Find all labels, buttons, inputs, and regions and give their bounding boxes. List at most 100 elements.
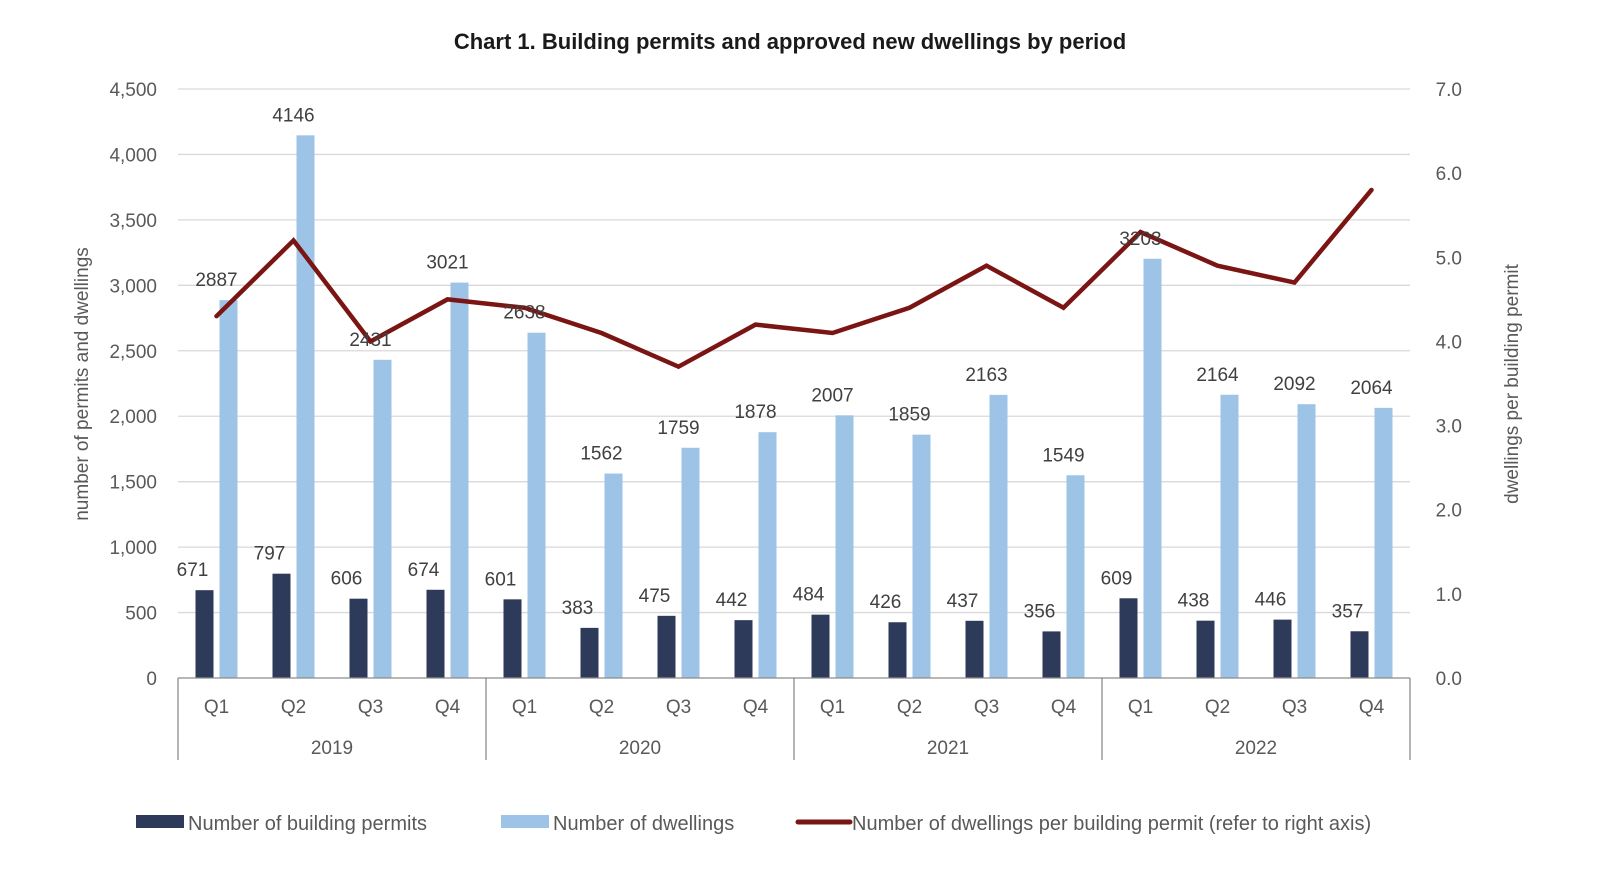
year-label: 2019: [311, 738, 353, 759]
data-label-building-permits: 383: [562, 598, 594, 619]
data-label-dwellings: 1562: [580, 444, 622, 465]
right-axis-tick-label: 6.0: [1436, 164, 1462, 185]
bar-dwellings: [1374, 407, 1393, 678]
data-label-building-permits: 601: [485, 569, 517, 590]
line-dwellings-per-permit: [214, 187, 1374, 370]
category-axis: Q1 Q2 Q3 Q4 Q1 Q2 Q3 Q4 Q1 Q2 Q3 Q4 Q1 Q2 Q3 Q4 2019 2020…: [177, 677, 1411, 760]
data-label-building-permits: 674: [408, 560, 440, 581]
bar-dwellings: [1143, 258, 1162, 678]
data-label-dwellings: 2007: [811, 385, 853, 406]
bar-building-permits: [580, 627, 599, 678]
bar-building-permits: [1273, 619, 1292, 678]
data-label-dwellings: 1549: [1042, 445, 1084, 466]
quarter-label: Q3: [974, 697, 999, 718]
bar-dwellings: [450, 282, 469, 678]
right-axis-tick-label: 1.0: [1436, 585, 1462, 606]
bar-building-permits: [1119, 598, 1138, 678]
data-label-building-permits: 357: [1332, 601, 1364, 622]
left-axis-tick-label: 0: [146, 669, 157, 690]
data-label-building-permits: 797: [254, 544, 286, 565]
right-axis-tick-label: 0.0: [1436, 669, 1462, 690]
quarter-label: Q4: [435, 697, 461, 718]
data-label-dwellings: 1759: [657, 418, 699, 439]
data-label-dwellings: 3203: [1119, 229, 1161, 250]
data-label-dwellings: 2163: [965, 365, 1007, 386]
year-label: 2020: [619, 738, 661, 759]
right-axis-title: dwellings per building permit: [1502, 263, 1523, 503]
data-labels: 671 2887 797 4146 606 2431 674 3021 601 2638 383 15…: [177, 105, 1393, 622]
data-label-building-permits: 442: [716, 590, 748, 611]
quarter-label: Q2: [589, 697, 614, 718]
bar-building-permits: [657, 615, 676, 678]
bar-dwellings: [989, 394, 1008, 678]
bar-building-permits: [1350, 631, 1369, 678]
data-label-building-permits: 606: [331, 569, 363, 590]
quarter-label: Q3: [358, 697, 383, 718]
left-axis-tick-label: 1,500: [109, 473, 157, 494]
data-label-building-permits: 426: [870, 592, 902, 613]
left-axis-tick-label: 1,000: [109, 538, 157, 559]
quarter-label: Q2: [897, 697, 922, 718]
data-label-dwellings: 1878: [734, 402, 776, 423]
quarter-label: Q1: [820, 697, 845, 718]
data-label-dwellings: 2064: [1350, 378, 1393, 399]
bar-dwellings: [912, 434, 931, 678]
data-label-dwellings: 2431: [349, 330, 391, 351]
legend-swatch-dwellings: [501, 815, 549, 828]
bars: [195, 135, 1393, 679]
quarter-label: Q1: [1128, 697, 1153, 718]
bar-dwellings: [219, 300, 238, 678]
bar-dwellings: [1297, 404, 1316, 678]
bar-building-permits: [195, 590, 214, 678]
bar-dwellings: [527, 332, 546, 678]
legend-label-dwellings-per-permit: Number of dwellings per building permit …: [852, 813, 1371, 835]
quarter-label: Q4: [743, 697, 769, 718]
bar-dwellings: [1220, 394, 1239, 678]
year-label: 2021: [927, 738, 969, 759]
bar-building-permits: [349, 598, 368, 678]
legend-label-building-permits: Number of building permits: [188, 813, 427, 835]
left-axis-tick-label: 2,500: [109, 342, 157, 363]
quarter-label: Q4: [1051, 697, 1077, 718]
bar-dwellings: [681, 447, 700, 678]
data-label-dwellings: 2164: [1196, 365, 1239, 386]
data-label-building-permits: 609: [1101, 568, 1133, 589]
right-axis-tick-label: 3.0: [1436, 417, 1462, 438]
data-label-building-permits: 475: [639, 586, 671, 607]
bar-building-permits: [272, 573, 291, 678]
data-label-dwellings: 3021: [426, 253, 468, 274]
chart-title: Chart 1. Building permits and approved n…: [454, 29, 1126, 54]
quarter-label: Q3: [1282, 697, 1307, 718]
right-axis-tick-label: 4.0: [1436, 332, 1462, 353]
left-axis-ticks: 0 500 1,000 1,500 2,000 2,500 3,000 3,500 4,000 4…: [109, 80, 157, 690]
left-axis-tick-label: 500: [125, 604, 157, 625]
bar-building-permits: [1196, 620, 1215, 678]
left-axis-tick-label: 2,000: [109, 407, 157, 428]
bar-building-permits: [426, 589, 445, 678]
legend-swatch-building-permits: [136, 815, 184, 828]
bar-dwellings: [296, 135, 315, 679]
bar-building-permits: [965, 620, 984, 678]
data-label-building-permits: 438: [1178, 591, 1210, 612]
data-label-building-permits: 446: [1255, 590, 1287, 611]
data-label-dwellings: 4146: [272, 105, 314, 126]
quarter-label: Q2: [1205, 697, 1230, 718]
right-axis-ticks: 0.0 1.0 2.0 3.0 4.0 5.0 6.0 7.0: [1436, 80, 1462, 690]
data-label-building-permits: 356: [1024, 601, 1056, 622]
legend-label-dwellings: Number of dwellings: [553, 813, 734, 835]
left-axis-tick-label: 3,500: [109, 211, 157, 232]
data-label-dwellings: 1859: [888, 405, 930, 426]
right-axis-tick-label: 2.0: [1436, 501, 1462, 522]
right-axis-tick-label: 5.0: [1436, 248, 1462, 269]
bar-building-permits: [503, 599, 522, 678]
left-axis-tick-label: 4,000: [109, 145, 157, 166]
bar-dwellings: [758, 432, 777, 678]
bar-dwellings: [373, 359, 392, 678]
bar-building-permits: [888, 622, 907, 678]
bar-building-permits: [811, 614, 830, 678]
quarter-label: Q1: [204, 697, 229, 718]
data-label-building-permits: 671: [177, 560, 209, 581]
data-label-dwellings: 2092: [1273, 374, 1315, 395]
legend: Number of building permits Number of dwel…: [136, 813, 1371, 835]
